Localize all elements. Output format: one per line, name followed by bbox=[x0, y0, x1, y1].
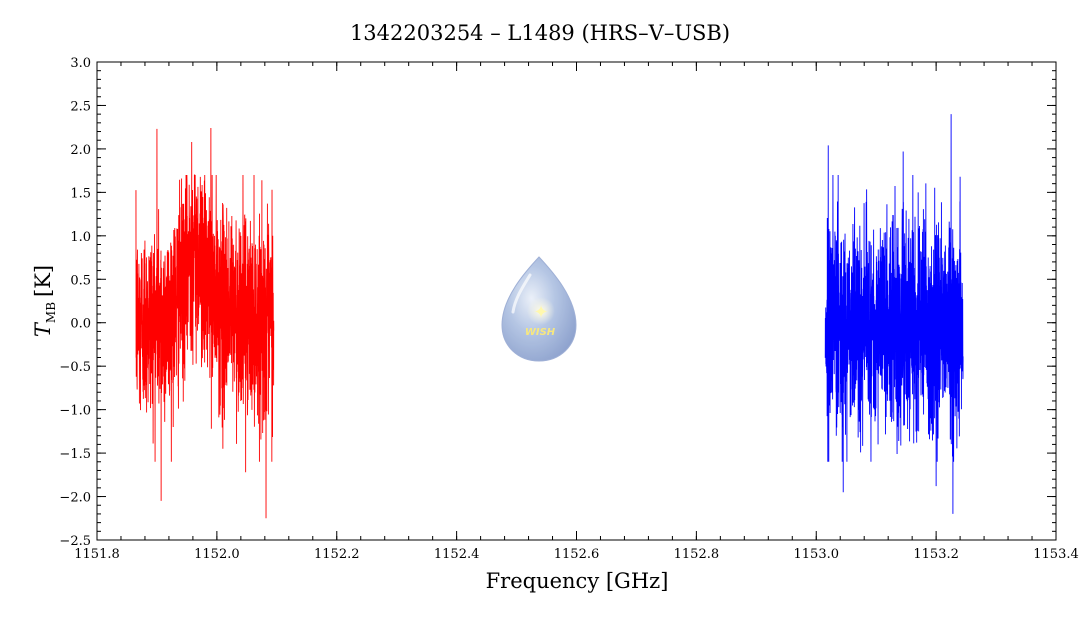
y-axis-label-sub: MB bbox=[44, 302, 58, 323]
x-tick-label: 1152.8 bbox=[674, 547, 720, 562]
ticks-layer: 1151.8 1152.0 1152.2 1152.4 1152.6 1152.8 1153… bbox=[59, 56, 1078, 562]
series-line-2 bbox=[824, 114, 964, 514]
star-icon: ✦ bbox=[533, 302, 548, 323]
x-tick-label: 1152.4 bbox=[434, 547, 480, 562]
y-axis-label-unit: [K] bbox=[31, 265, 55, 297]
y-tick-label: 2.0 bbox=[70, 143, 91, 158]
y-tick-label: 2.5 bbox=[70, 99, 91, 114]
series-line-1 bbox=[135, 128, 275, 519]
x-axis-label: Frequency [GHz] bbox=[486, 569, 669, 593]
chart-title: 1342203254 – L1489 (HRS–V–USB) bbox=[350, 21, 730, 45]
svg-text:TMB[K]: TMB [K] bbox=[31, 265, 58, 337]
x-tick-label: 1152.2 bbox=[314, 547, 360, 562]
y-axis-label: TMB [K] bbox=[31, 265, 58, 337]
x-tick-label: 1153.0 bbox=[794, 547, 840, 562]
wish-watermark: ✦ WISH bbox=[501, 256, 577, 362]
y-tick-label: −1.0 bbox=[59, 404, 91, 419]
y-tick-label: −2.5 bbox=[59, 534, 91, 549]
x-tick-label: 1152.0 bbox=[194, 547, 240, 562]
y-tick-label: −1.5 bbox=[59, 447, 91, 462]
y-tick-label: −0.5 bbox=[59, 360, 91, 375]
y-tick-label: −2.0 bbox=[59, 491, 91, 506]
y-axis-label-main: T bbox=[31, 321, 55, 337]
y-tick-label: 1.5 bbox=[70, 186, 91, 201]
series-layer bbox=[135, 114, 964, 519]
x-tick-label: 1151.8 bbox=[74, 547, 120, 562]
y-tick-label: 0.0 bbox=[70, 317, 91, 332]
y-tick-label: 3.0 bbox=[70, 56, 91, 71]
x-tick-label: 1153.4 bbox=[1033, 547, 1079, 562]
x-tick-label: 1153.2 bbox=[913, 547, 959, 562]
x-tick-label: 1152.6 bbox=[554, 547, 600, 562]
y-tick-label: 1.0 bbox=[70, 230, 91, 245]
watermark-text: WISH bbox=[525, 327, 556, 338]
y-tick-label: 0.5 bbox=[70, 273, 91, 288]
